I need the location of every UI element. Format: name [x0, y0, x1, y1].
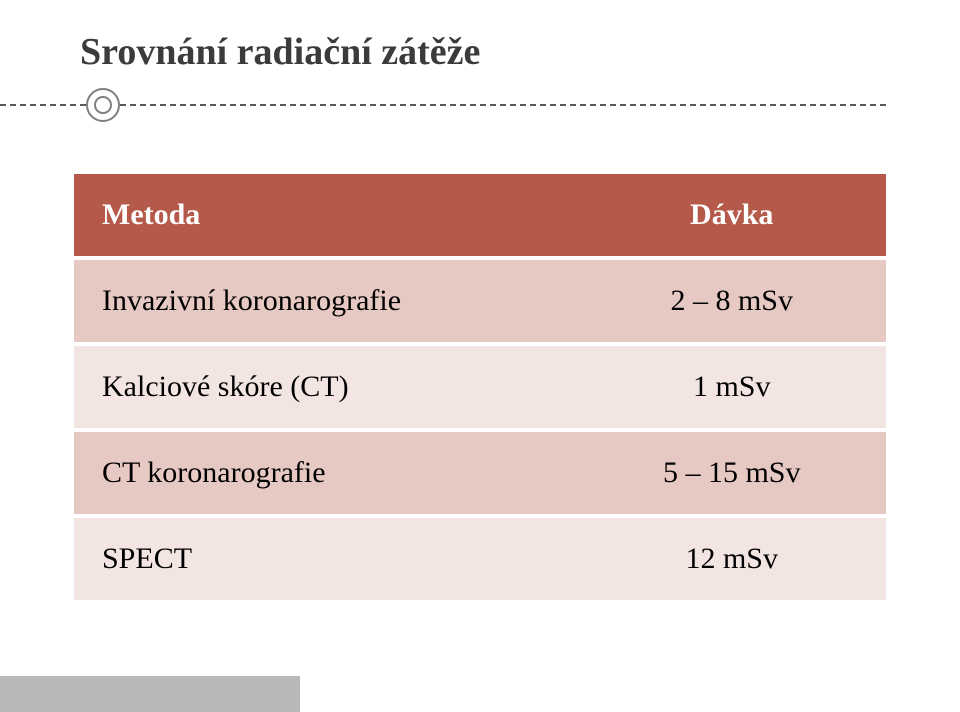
- table-header-row: Metoda Dávka: [74, 174, 886, 256]
- comparison-table: Metoda Dávka Invazivní koronarografie 2 …: [74, 170, 886, 604]
- circle-ornament: [86, 88, 120, 122]
- dashed-line: [0, 104, 886, 106]
- page-title: Srovnání radiační zátěže: [80, 30, 480, 74]
- cell-method: Invazivní koronarografie: [74, 260, 577, 342]
- slide: Srovnání radiační zátěže Metoda Dávka In…: [0, 0, 960, 712]
- header-dose: Dávka: [577, 174, 886, 256]
- table-row: CT koronarografie 5 – 15 mSv: [74, 432, 886, 514]
- cell-dose: 12 mSv: [577, 518, 886, 600]
- table-row: SPECT 12 mSv: [74, 518, 886, 600]
- cell-dose: 5 – 15 mSv: [577, 432, 886, 514]
- cell-dose: 1 mSv: [577, 346, 886, 428]
- circle-inner-icon: [94, 96, 112, 114]
- cell-dose: 2 – 8 mSv: [577, 260, 886, 342]
- table-row: Kalciové skóre (CT) 1 mSv: [74, 346, 886, 428]
- footer-bar: [0, 676, 300, 712]
- table-row: Invazivní koronarografie 2 – 8 mSv: [74, 260, 886, 342]
- header-method: Metoda: [74, 174, 577, 256]
- cell-method: CT koronarografie: [74, 432, 577, 514]
- title-ornament: [0, 88, 960, 122]
- cell-method: Kalciové skóre (CT): [74, 346, 577, 428]
- cell-method: SPECT: [74, 518, 577, 600]
